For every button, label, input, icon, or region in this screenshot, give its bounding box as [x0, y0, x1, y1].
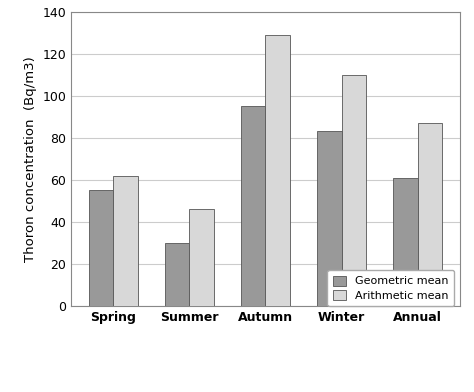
Bar	[113, 176, 137, 306]
Y-axis label: Thoron concentration  (Bq/m3): Thoron concentration (Bq/m3)	[24, 56, 37, 261]
Bar	[189, 209, 214, 306]
Bar	[265, 35, 290, 306]
Bar	[89, 190, 113, 306]
Bar	[317, 131, 342, 306]
Bar	[165, 243, 189, 306]
Bar	[342, 75, 366, 306]
Legend: Geometric mean, Arithmetic mean: Geometric mean, Arithmetic mean	[328, 270, 454, 306]
Bar	[241, 106, 265, 306]
Bar	[418, 123, 442, 306]
Bar	[393, 178, 418, 306]
